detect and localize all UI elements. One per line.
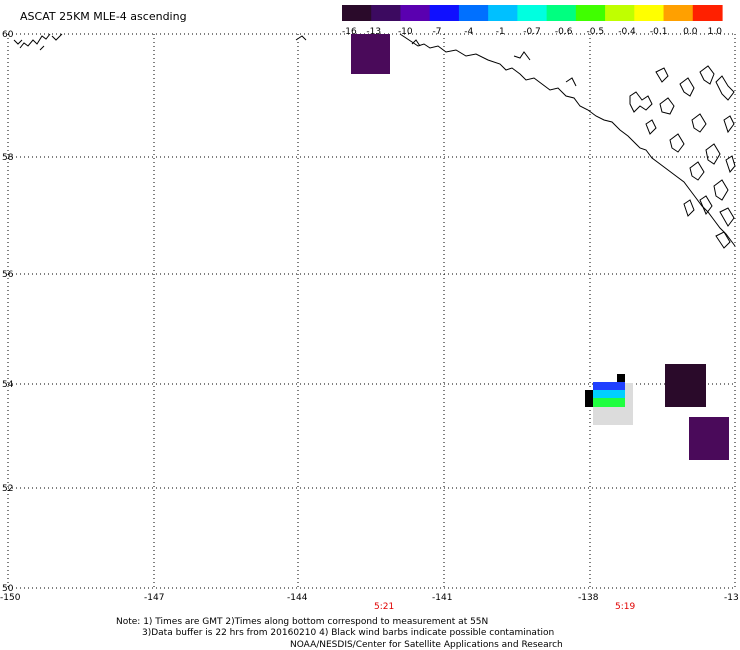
color-scale-label: -4 bbox=[464, 27, 473, 37]
data-cell-green bbox=[593, 398, 625, 407]
color-scale-swatch bbox=[663, 5, 694, 21]
color-scale-swatch bbox=[371, 5, 402, 21]
lon-label-150: -150 bbox=[0, 593, 21, 603]
lon-label-144: -144 bbox=[287, 593, 308, 603]
lon-label-138: -138 bbox=[578, 593, 599, 603]
lat-label-56: 56 bbox=[2, 270, 14, 280]
footer-note-2: 3)Data buffer is 22 hrs from 20160210 4)… bbox=[142, 628, 554, 638]
lat-label-54: 54 bbox=[2, 380, 14, 390]
color-scale-label: -0.5 bbox=[587, 27, 605, 37]
data-cell-right-1 bbox=[665, 364, 706, 407]
pass-time-left: 5:21 bbox=[374, 602, 394, 612]
data-cell-right-2 bbox=[689, 417, 729, 460]
color-scale-label: -10 bbox=[398, 27, 413, 37]
color-scale-label: -0.4 bbox=[618, 27, 636, 37]
color-scale-label: -16 bbox=[342, 27, 357, 37]
color-scale-swatch bbox=[546, 5, 577, 21]
color-scale-swatch bbox=[458, 5, 489, 21]
color-scale-swatch bbox=[488, 5, 518, 21]
lat-label-60: 60 bbox=[2, 30, 14, 40]
map-title: ASCAT 25KM MLE-4 ascending bbox=[20, 10, 187, 23]
data-cell-blue bbox=[593, 382, 625, 390]
footer-credit: NOAA/NESDIS/Center for Satellite Applica… bbox=[290, 640, 563, 650]
lat-lon-grid bbox=[7, 33, 736, 589]
ascat-data-cells bbox=[351, 34, 729, 460]
color-scale-label: -0.7 bbox=[523, 27, 541, 37]
color-scale-label: -7 bbox=[433, 27, 442, 37]
coastline bbox=[13, 33, 736, 249]
color-scale-label: 0.0 bbox=[683, 27, 698, 37]
lon-label-135: -13 bbox=[724, 593, 739, 603]
color-scale-label: -0.1 bbox=[650, 27, 668, 37]
data-cell-top bbox=[351, 34, 390, 74]
color-scale-bar bbox=[342, 5, 723, 21]
lat-label-52: 52 bbox=[2, 484, 13, 494]
color-scale-swatch bbox=[342, 5, 372, 21]
lon-label-147: -147 bbox=[144, 593, 164, 603]
pass-time-right: 5:19 bbox=[615, 602, 635, 612]
color-scale-label: 1.0 bbox=[708, 27, 723, 37]
color-scale-swatch bbox=[575, 5, 606, 21]
color-scale-swatch bbox=[429, 5, 460, 21]
color-scale-label: -13 bbox=[366, 27, 381, 37]
color-scale-swatch bbox=[400, 5, 431, 21]
data-cell-black-top bbox=[617, 374, 625, 382]
data-cell-cyan bbox=[593, 390, 625, 398]
data-cell-black-left bbox=[585, 390, 593, 407]
lat-label-50: 50 bbox=[2, 584, 14, 594]
footer-note-1: Note: 1) Times are GMT 2)Times along bot… bbox=[116, 617, 488, 627]
color-scale-swatch bbox=[692, 5, 723, 21]
color-scale-swatch bbox=[634, 5, 665, 21]
lat-label-58: 58 bbox=[2, 153, 14, 163]
color-scale-labels: -16 -13 -10 -7 -4 -1 -0.7 -0.6 -0.5 -0.4 -0.1 0.0 1.… bbox=[342, 27, 722, 37]
color-scale-label: -0.6 bbox=[555, 27, 573, 37]
color-scale-swatch bbox=[605, 5, 635, 21]
color-scale-label: -1 bbox=[496, 27, 505, 37]
lon-label-141: -141 bbox=[432, 593, 452, 603]
color-scale-swatch bbox=[517, 5, 548, 21]
